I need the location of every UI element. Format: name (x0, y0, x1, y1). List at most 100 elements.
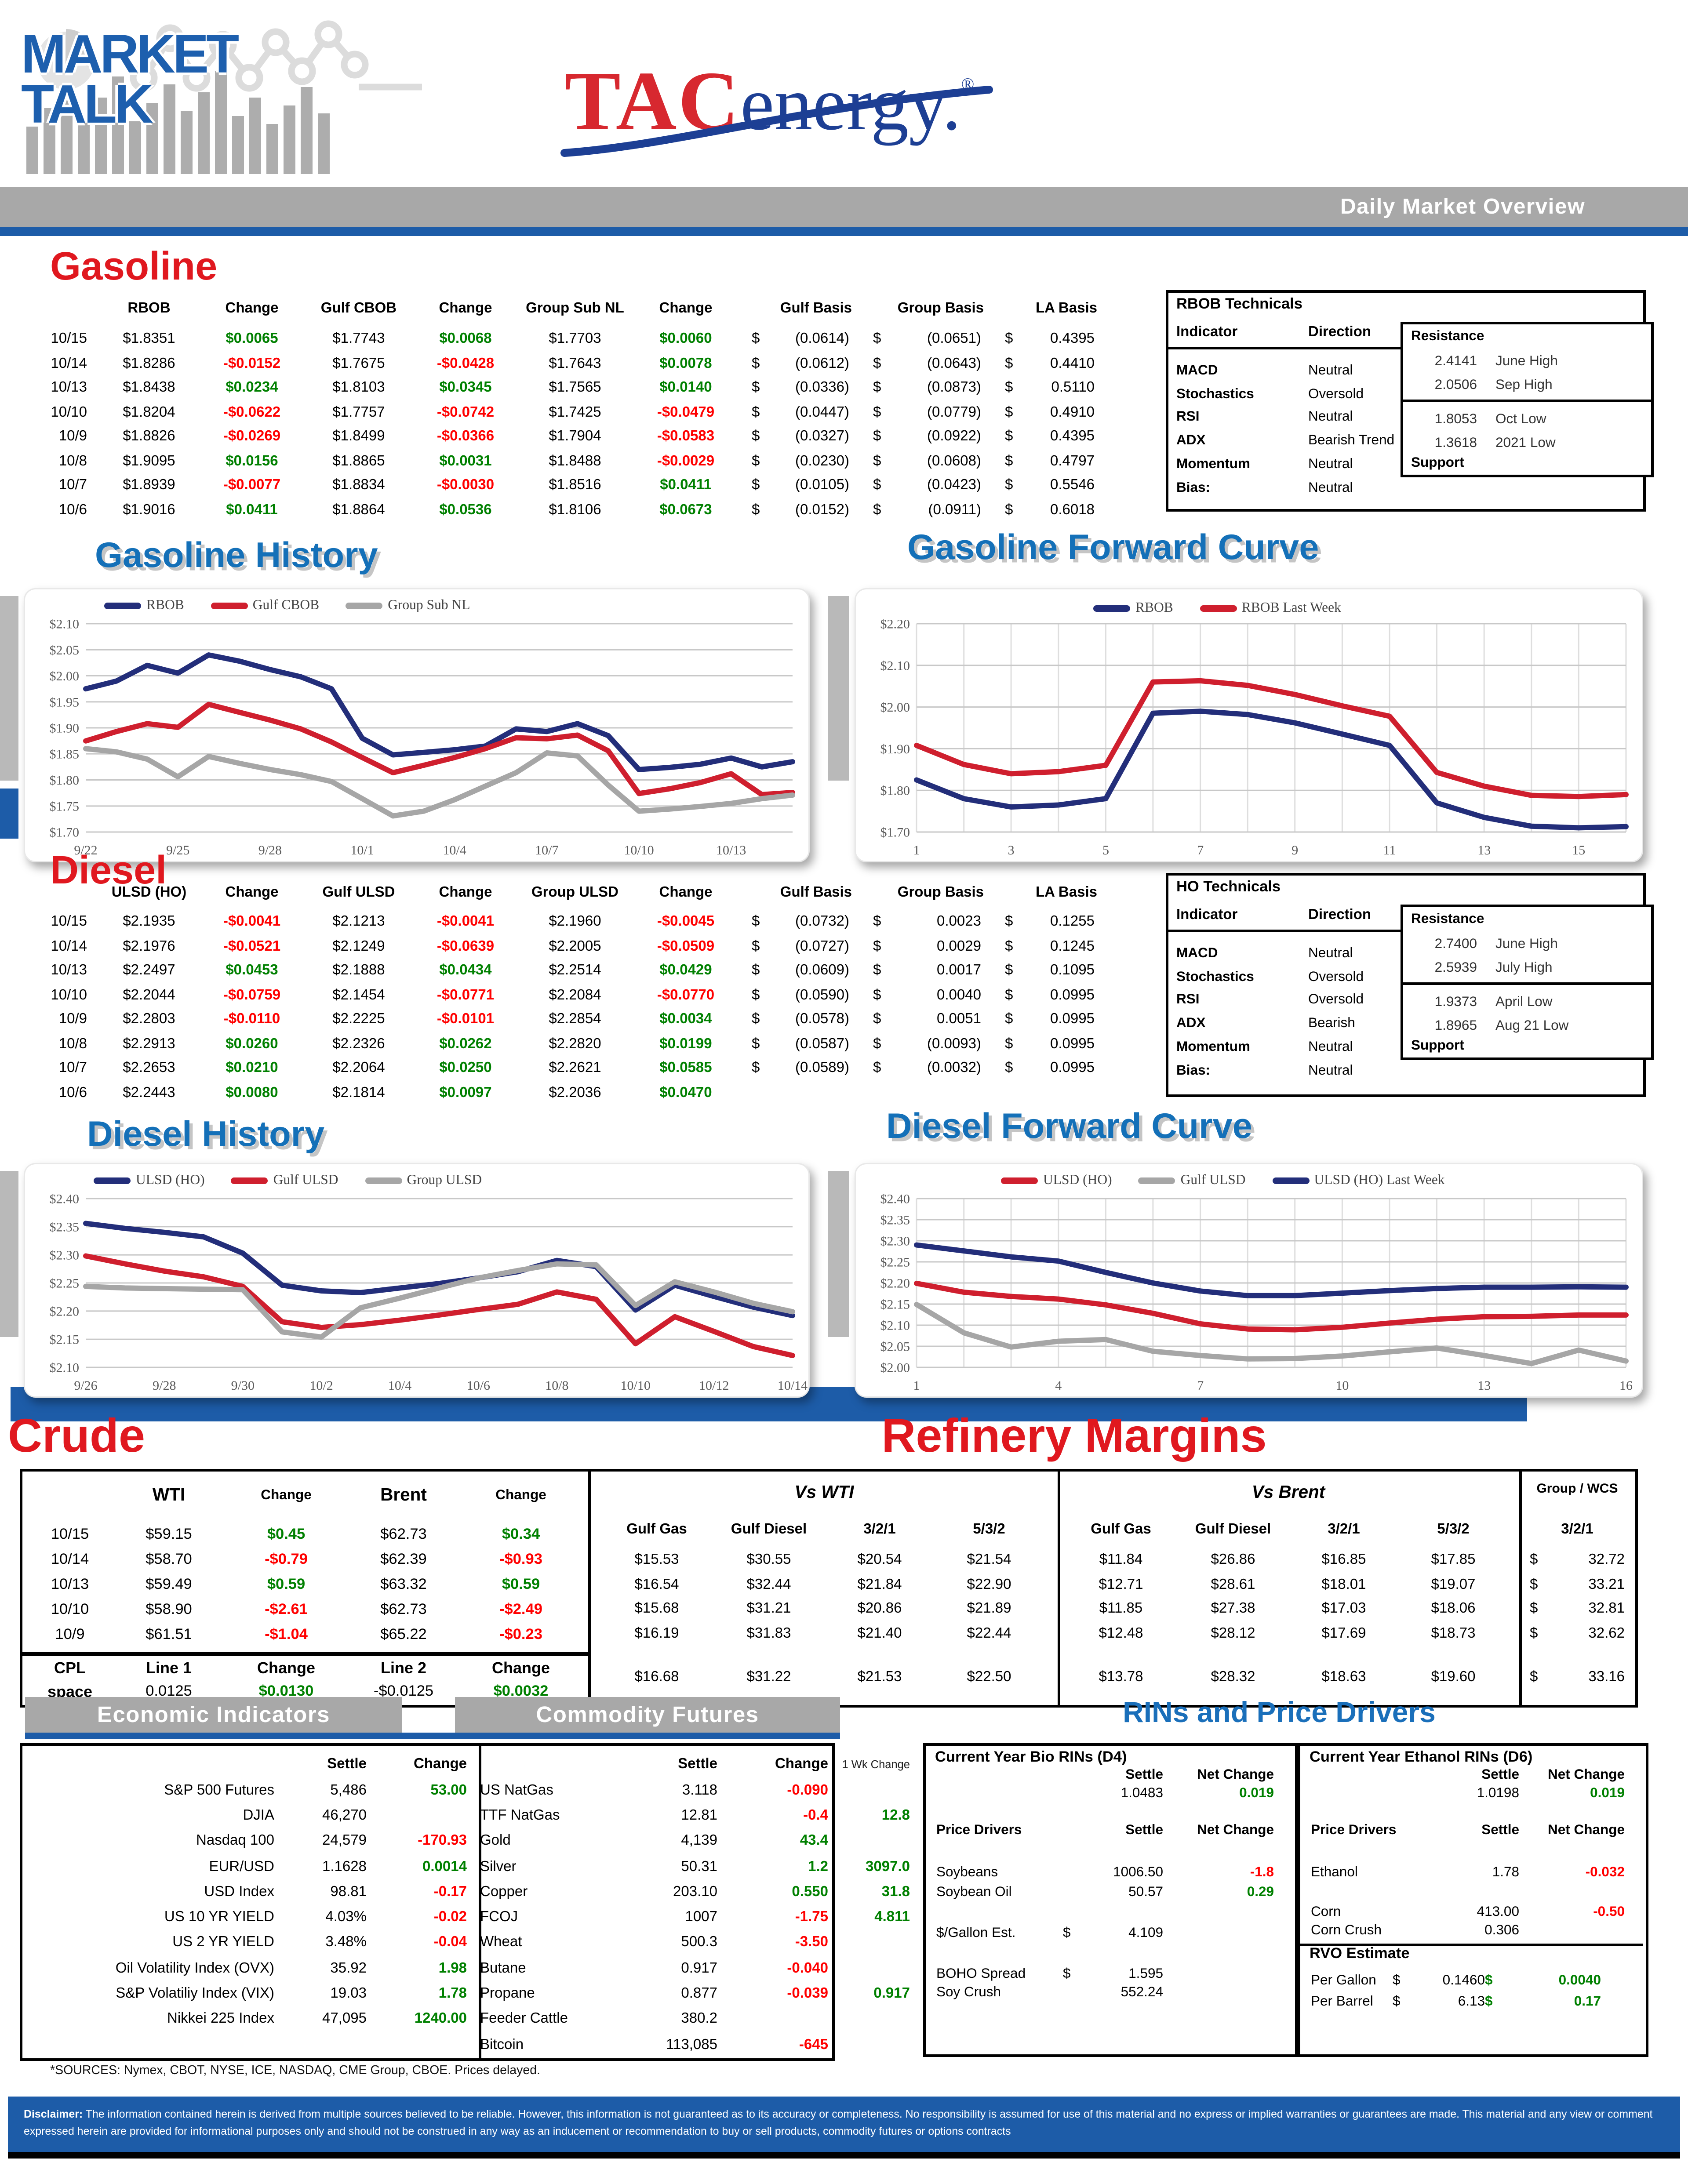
margin-row: $16.19 $31.83 $21.40 $22.44 (634, 1626, 1011, 1642)
econ-header-bar: Economic Indicators (25, 1697, 402, 1733)
commodity-row: Feeder Cattle 380.2 (480, 2011, 717, 2027)
svg-text:10/4: 10/4 (388, 1378, 411, 1393)
svg-text:$2.35: $2.35 (50, 1220, 80, 1234)
svg-text:$2.40: $2.40 (50, 1192, 80, 1206)
price-driver-row: Soy Crush 552.24 (936, 1984, 1163, 2001)
svg-text:$2.25: $2.25 (50, 1276, 80, 1291)
svg-text:4: 4 (1055, 1378, 1062, 1393)
divider (479, 1746, 481, 2058)
technicals-col-direction: Direction (1308, 324, 1372, 340)
technicals-row: Bias: Neutral (1176, 480, 1353, 496)
crude-row: 10/13 $59.49 $0.59 $63.32 $0.59 (51, 1576, 540, 1592)
svg-text:13: 13 (1477, 843, 1491, 858)
commodity-row: Wheat 500.3 -3.50 (480, 1935, 828, 1951)
divider (1519, 1472, 1522, 1705)
diesel-forward-legend: ULSD (HO) Gulf ULSD ULSD (HO) Last Week (1001, 1174, 1444, 1188)
commodity-table: US NatGas 3.118 -0.090 TTF NatGas 12.81 … (480, 1777, 910, 2057)
section-title-diesel-forward: Diesel Forward Curve (886, 1106, 1252, 1146)
margin-row: $16.68 $31.22 $21.53 $22.50 (634, 1669, 1011, 1685)
svg-text:10/6: 10/6 (467, 1378, 490, 1393)
diesel-forward-plot: $2.00 $2.05 $2.10 $2.15 $2.20 $2.25 $2.30 $2.35… (856, 1164, 1642, 1396)
crude-row: 10/14 $58.70 -$0.79 $62.39 -$0.93 (51, 1551, 542, 1567)
svg-text:$2.10: $2.10 (50, 617, 80, 632)
sources-note: *SOURCES: Nymex, CBOT, NYSE, ICE, NASDAQ… (50, 2064, 540, 2078)
svg-text:9/30: 9/30 (231, 1378, 255, 1393)
divider (1403, 400, 1651, 402)
svg-text:13: 13 (1477, 1378, 1491, 1393)
divider (1058, 1472, 1060, 1705)
margin-row: $16.54 $32.44 $21.84 $22.90 (634, 1577, 1011, 1593)
header-underline (25, 1733, 840, 1739)
price-driver-row: Corn 413.00 -0.50 (1311, 1904, 1625, 1920)
gasoline-history-chart: RBOB Gulf CBOB Group Sub NL $1.70 $1.75 $1.8… (24, 588, 810, 862)
svg-text:$2.10: $2.10 (50, 1361, 80, 1375)
price-driver-row: BOHO Spread $ 1.595 (936, 1966, 1163, 1982)
svg-text:$2.00: $2.00 (50, 669, 80, 683)
section-title-diesel-history: Diesel History (87, 1114, 325, 1154)
gasoline-row: 10/15 $1.8351 $0.0065 $1.7743 $0.0068 $1… (51, 331, 1095, 347)
svg-text:1: 1 (913, 843, 920, 858)
technicals-row: Bias: Neutral (1176, 1062, 1353, 1079)
technicals-col-indicator: Indicator (1176, 324, 1238, 340)
commodity-table-header: Settle Change 1 Wk Change (678, 1755, 910, 1772)
diesel-row: 10/9 $2.2803 -$0.0110 $2.2225 -$0.0101 $… (58, 1011, 1095, 1028)
svg-text:9/28: 9/28 (258, 843, 282, 858)
gasoline-row: 10/8 $1.9095 $0.0156 $1.8865 $0.0031 $1.… (58, 453, 1095, 469)
divider (20, 1652, 588, 1656)
one-week-change-header: 1 Wk Change (842, 1757, 910, 1770)
resistance-row: 2.7400 June High (1434, 936, 1558, 952)
decor-bar (828, 596, 849, 781)
diesel-row: 10/6 $2.2443 $0.0080 $2.1814 $0.0097 $2.… (58, 1085, 712, 1101)
svg-text:$2.30: $2.30 (50, 1248, 80, 1263)
svg-text:1: 1 (913, 1378, 920, 1393)
ethanol-rins-change: 0.019 (1590, 1785, 1625, 1801)
econ-row: US 2 YR YIELD 3.48% -0.04 (172, 1935, 467, 1951)
tacenergy-logo: TAC energy. ® (564, 53, 974, 150)
vs-wti-rows: $15.53 $30.55 $20.54 $21.54 $16.54 $32.44 $21… (601, 1548, 1047, 1689)
svg-text:10/10: 10/10 (621, 1378, 651, 1393)
ethanol-rins-settle: 1.0198 (1477, 1785, 1519, 1801)
section-title-gasoline: Gasoline (50, 245, 218, 289)
diesel-table: 10/15 $2.1935 -$0.0041 $2.1213 -$0.0041 … (37, 910, 1105, 1105)
gasoline-history-legend: RBOB Gulf CBOB Group Sub NL (104, 599, 470, 613)
vs-wti-header: Gulf Gas Gulf Diesel 3/2/1 5/3/2 (626, 1522, 1005, 1537)
svg-text:$2.25: $2.25 (880, 1255, 910, 1270)
bio-price-drivers: Soybeans 1006.50 -1.8 Soybean Oil 50.57 … (936, 1843, 1274, 2002)
svg-text:10/1: 10/1 (350, 843, 374, 858)
econ-row: Nasdaq 100 24,579 -170.93 (196, 1833, 467, 1849)
price-driver-row: $/Gallon Est. $ 4.109 (936, 1925, 1163, 1941)
vs-brent-rows: $11.84 $26.86 $16.85 $17.85 $12.71 $28.61 $18… (1066, 1548, 1511, 1689)
resistance-label: Resistance (1411, 911, 1484, 927)
ethanol-rins-box: Current Year Ethanol RINs (D6) Settle Ne… (1298, 1743, 1648, 2057)
diesel-row: 10/10 $2.2044 -$0.0759 $2.1454 -$0.0771 … (51, 987, 1095, 1003)
svg-text:$2.15: $2.15 (880, 1297, 910, 1312)
group-wcs-row: $32.62 (1530, 1626, 1625, 1642)
group-wcs-row: $33.16 (1530, 1669, 1625, 1685)
diesel-row: 10/15 $2.1935 -$0.0041 $2.1213 -$0.0041 … (51, 914, 1095, 930)
gas­oline-table: 10/15 $1.8351 $0.0065 $1.7743 $0.0068 $1… (37, 327, 1105, 522)
rbob-technicals-box: RBOB Technicals Indicator Direction MACD… (1166, 290, 1654, 512)
gasoline-row: 10/7 $1.8939 -$0.0077 $1.8834 -$0.0030 $… (58, 477, 1095, 494)
svg-text:10/4: 10/4 (443, 843, 466, 858)
commodity-row: FCOJ 1007 -1.75 4.811 (480, 1909, 910, 1926)
technicals-row: Momentum Neutral (1176, 1039, 1353, 1055)
svg-text:9/28: 9/28 (153, 1378, 176, 1393)
econ-row: S&P 500 Futures 5,486 53.00 (164, 1782, 467, 1798)
bio-rins-change: 0.019 (1239, 1785, 1274, 1801)
econ-row: USD Index 98.81 -0.17 (204, 1884, 467, 1900)
technicals-row: RSI Neutral (1176, 409, 1353, 425)
svg-text:5: 5 (1102, 843, 1109, 858)
diesel-history-legend: ULSD (HO) Gulf ULSD Group ULSD (94, 1174, 482, 1188)
logo-text-market: MARKET (21, 24, 239, 84)
refinery-margins-box: Vs WTI Vs Brent Group / WCS Gulf Gas Gulf… (588, 1469, 1638, 1708)
technicals-row: ADX Bearish (1176, 1015, 1355, 1032)
svg-text:9/22: 9/22 (74, 843, 97, 858)
technicals-rows: MACD Neutral Stochastics Oversold RSI Neutr… (1176, 359, 1401, 499)
svg-text:$1.80: $1.80 (50, 773, 80, 788)
rvo-estimate-rows: Per Gallon $ 0.1460 $ 0.0040 Per Barrel … (1311, 1970, 1625, 2012)
svg-text:$2.30: $2.30 (880, 1234, 910, 1249)
ho-technicals-box: HO Technicals Indicator Direction MACD Ne… (1166, 873, 1654, 1097)
margin-row: $13.78 $28.32 $18.63 $19.60 (1099, 1669, 1476, 1685)
gasoline-row: 10/6 $1.9016 $0.0411 $1.8864 $0.0536 $1.… (58, 502, 1095, 518)
